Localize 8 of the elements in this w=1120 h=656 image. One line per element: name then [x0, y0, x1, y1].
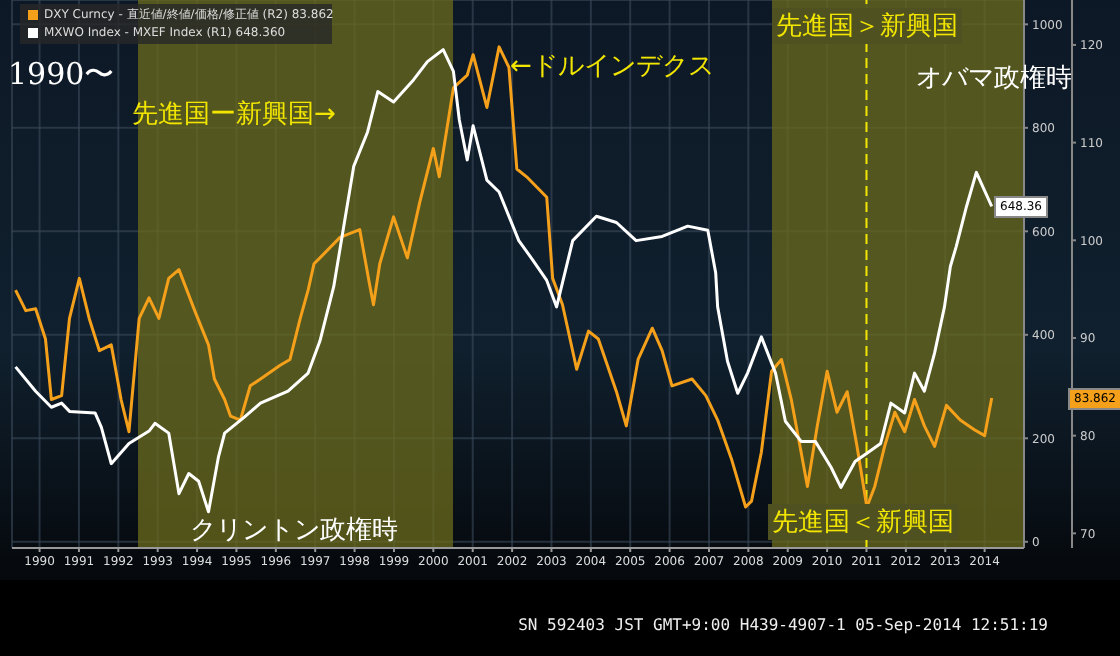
- annotation: 先進国＞新興国: [772, 8, 962, 44]
- annotation: 先進国ー新興国→: [132, 98, 336, 132]
- annotation: 1990〜: [8, 56, 115, 94]
- text: SN 592403 JST GMT+9:00 H439-4907-1 05-Sep-2014 12:51:19: [518, 616, 1048, 634]
- annotation: オバマ政権時: [916, 62, 1072, 96]
- annotation: クリントン政権時: [190, 514, 398, 548]
- annotation: 先進国＜新興国: [768, 504, 958, 540]
- annotation: ←ドルインデクス: [510, 50, 714, 84]
